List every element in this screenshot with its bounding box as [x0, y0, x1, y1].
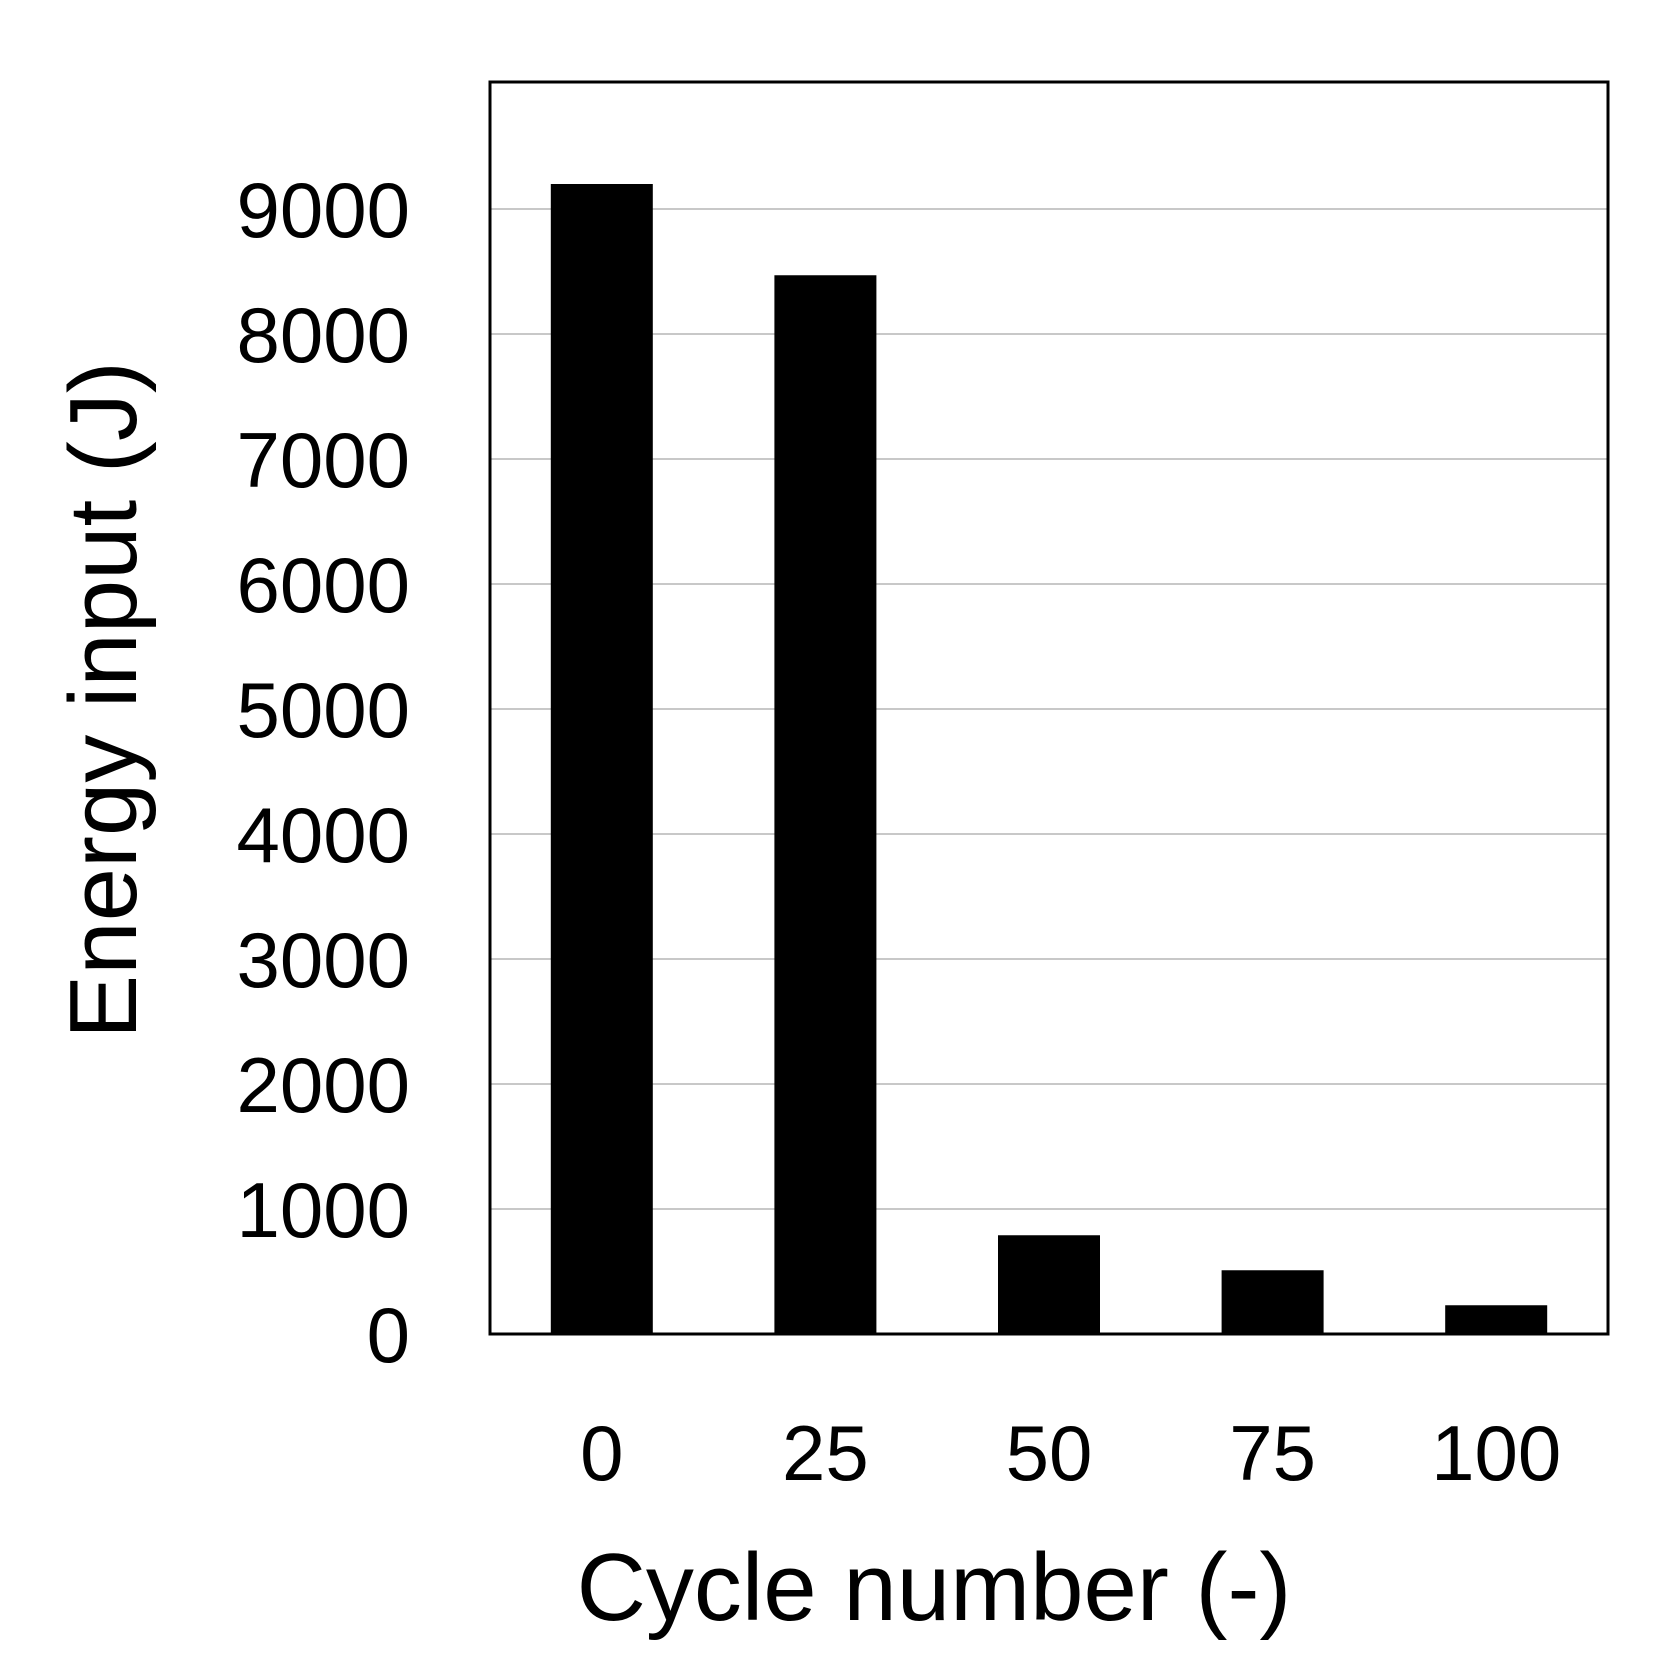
bar-cycle-50	[998, 1235, 1100, 1334]
gridlines	[490, 208, 1608, 1210]
y-tick-label: 0	[367, 1291, 410, 1379]
x-tick-label: 0	[580, 1409, 623, 1497]
bar-cycle-75	[1221, 1270, 1324, 1334]
y-tick-label: 7000	[236, 416, 410, 504]
y-tick-label: 4000	[236, 791, 410, 879]
x-tick-label: 75	[1229, 1409, 1316, 1497]
bar-cycle-25	[774, 275, 877, 1334]
y-tick-label: 3000	[236, 916, 410, 1004]
bars	[550, 184, 1548, 1334]
y-tick-label: 1000	[236, 1166, 410, 1254]
x-axis-ticks: 0 25 50 75 100	[580, 1409, 1561, 1497]
x-tick-label: 100	[1431, 1409, 1561, 1497]
y-tick-label: 2000	[236, 1041, 410, 1129]
y-tick-label: 5000	[236, 666, 410, 754]
y-axis-ticks: 0 1000 2000 3000 4000 5000 6000 7000 8000 9000	[236, 166, 410, 1379]
bar-cycle-100	[1445, 1305, 1548, 1334]
y-tick-label: 6000	[236, 541, 410, 629]
x-axis-title: Cycle number (-)	[577, 1534, 1292, 1641]
bar-cycle-0	[550, 184, 653, 1334]
x-tick-label: 25	[782, 1409, 869, 1497]
y-tick-label: 8000	[236, 291, 410, 379]
plot-frame	[488, 80, 1610, 1336]
x-tick-label: 50	[1006, 1409, 1093, 1497]
y-tick-label: 9000	[236, 166, 410, 254]
y-axis-title: Energy input (J)	[50, 361, 157, 1039]
